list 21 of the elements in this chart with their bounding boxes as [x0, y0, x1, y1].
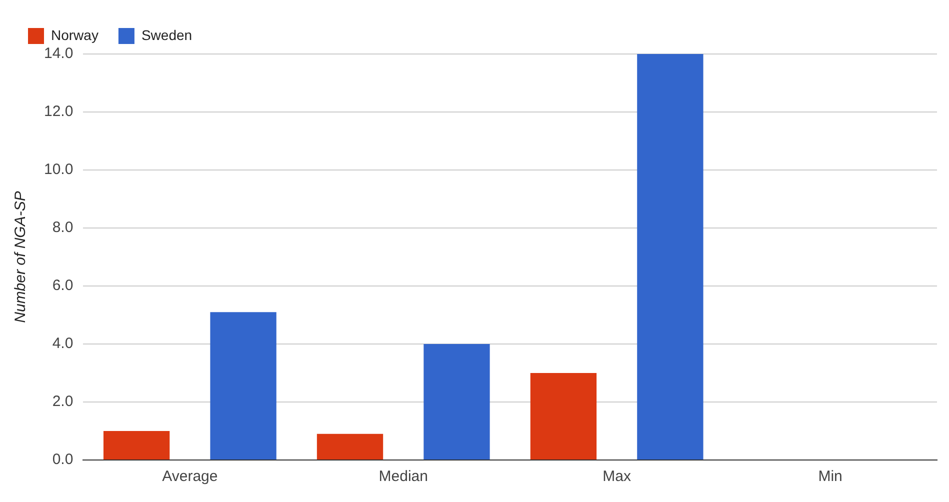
x-tick-label: Median [378, 468, 428, 486]
bar [316, 434, 384, 460]
bar [530, 373, 597, 460]
y-tick-label: 2.0 [52, 393, 74, 410]
bar [210, 312, 276, 460]
y-tick-label: 6.0 [52, 277, 74, 294]
y-tick-label: 12.0 [44, 103, 74, 120]
y-tick-label: 10.0 [44, 161, 74, 178]
y-tick-label: 14.0 [44, 45, 74, 62]
legend-label: Norway [51, 26, 98, 43]
y-axis-title: Number of NGA-SP [12, 191, 30, 323]
x-tick-label: Min [818, 468, 842, 486]
y-tick-label: 8.0 [52, 219, 74, 236]
bar [103, 431, 170, 460]
bar [637, 54, 704, 460]
y-tick-label: 0.0 [52, 451, 74, 468]
bar [424, 344, 490, 460]
x-tick-label: Average [162, 468, 218, 486]
legend-label: Sweden [141, 26, 192, 43]
y-tick-label: 4.0 [52, 335, 74, 352]
x-tick-label: Max [602, 468, 632, 486]
